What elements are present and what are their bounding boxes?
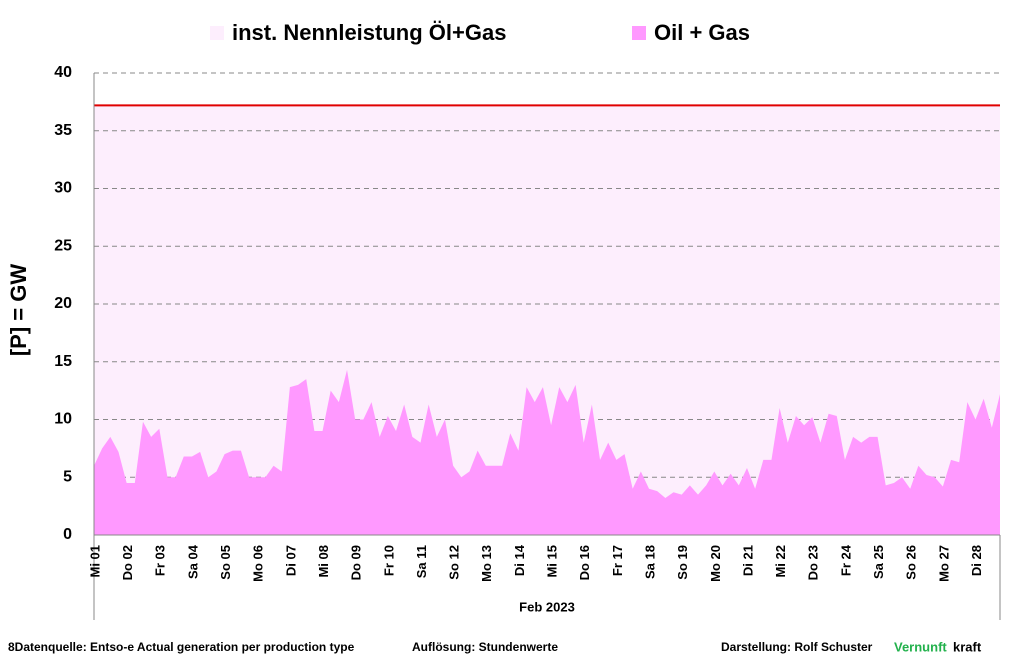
x-tick-label: Do 09 (349, 545, 364, 580)
x-tick-label: So 05 (218, 545, 233, 580)
footer-brand: Vernunft (894, 639, 947, 654)
y-tick-label: 10 (54, 411, 72, 428)
x-tick-label: Mi 08 (316, 545, 331, 578)
x-tick-label: Di 21 (740, 545, 755, 576)
x-tick-label: Mo 13 (479, 545, 494, 582)
x-tick-label: Do 02 (120, 545, 135, 580)
x-tick-label: Fr 17 (610, 545, 625, 576)
x-tick-label: Mi 15 (545, 545, 560, 578)
x-tick-label: Sa 25 (871, 545, 886, 579)
x-tick-label: Fr 24 (838, 544, 853, 576)
legend-swatch (632, 26, 646, 40)
footer-resolution: Auflösung: Stundenwerte (412, 640, 558, 654)
x-tick-label: Do 23 (806, 545, 821, 580)
x-tick-label: So 19 (675, 545, 690, 580)
x-tick-label: Mo 20 (708, 545, 723, 582)
x-tick-label: Do 16 (577, 545, 592, 580)
x-tick-label: So 12 (447, 545, 462, 580)
x-tick-label: Mi 22 (773, 545, 788, 578)
x-tick-label: Mi 01 (87, 545, 102, 578)
x-tick-label: Sa 11 (414, 545, 429, 578)
x-axis-title: Feb 2023 (519, 599, 575, 614)
y-tick-label: 15 (54, 353, 72, 370)
footer-credit: Darstellung: Rolf Schuster (721, 640, 873, 654)
x-tick-label: Di 28 (969, 545, 984, 576)
capacity-area (94, 105, 1000, 535)
x-tick-label: Di 14 (512, 544, 527, 576)
x-tick-label: Mo 27 (936, 545, 951, 582)
y-tick-label: 40 (54, 64, 72, 81)
x-tick-label: Di 07 (283, 545, 298, 576)
y-tick-label: 30 (54, 180, 72, 197)
legend-label: Oil + Gas (654, 20, 750, 45)
footer-source: 8Datenquelle: Entso-e Actual generation … (8, 640, 355, 654)
y-tick-label: 20 (54, 295, 72, 312)
y-tick-label: 35 (54, 122, 72, 139)
x-tick-label: So 26 (904, 545, 919, 580)
x-tick-label: Sa 04 (185, 544, 200, 579)
y-tick-label: 0 (63, 526, 72, 543)
footer-brand: kraft (953, 639, 982, 654)
y-tick-label: 5 (63, 468, 72, 485)
x-tick-label: Sa 18 (642, 545, 657, 579)
x-tick-label: Mo 06 (251, 545, 266, 582)
x-tick-label: Fr 10 (381, 545, 396, 576)
oil-gas-area (94, 369, 1000, 535)
x-tick-label: Fr 03 (153, 545, 168, 576)
y-axis-title: [P] = GW (6, 264, 31, 357)
legend-swatch (210, 26, 224, 40)
legend-label: inst. Nennleistung Öl+Gas (232, 20, 506, 45)
y-tick-label: 25 (54, 237, 72, 254)
